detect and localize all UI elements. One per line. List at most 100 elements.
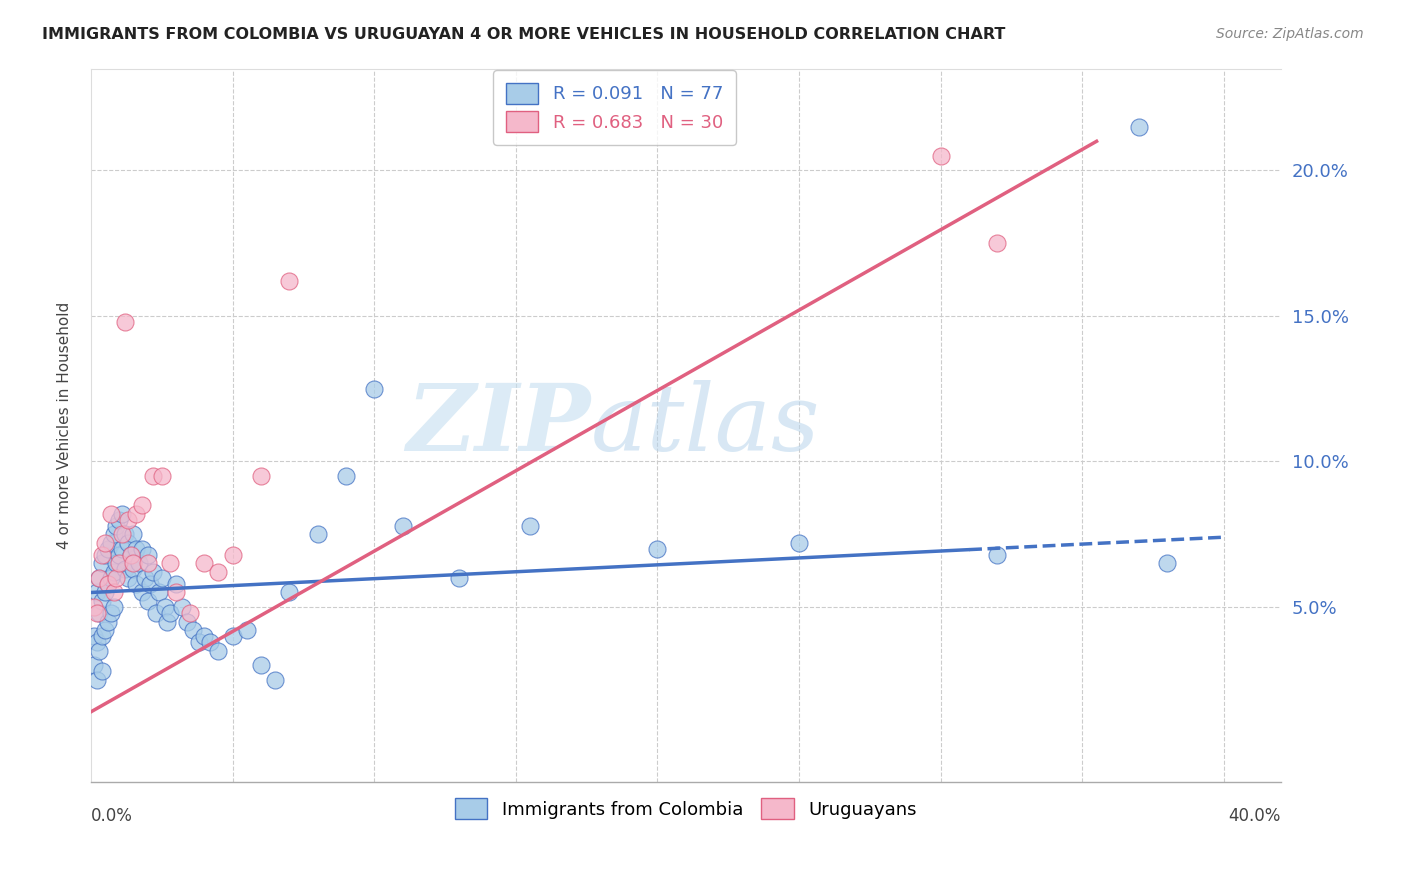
Point: [91, 548, 114, 562]
Point: [221, 548, 243, 562]
Point: [139, 576, 162, 591]
Point: [335, 469, 357, 483]
Point: [89, 606, 111, 620]
Point: [100, 606, 122, 620]
Point: [122, 527, 145, 541]
Point: [207, 643, 229, 657]
Point: [156, 615, 179, 629]
Point: [176, 615, 198, 629]
Point: [117, 536, 139, 550]
Point: [986, 548, 1008, 562]
Point: [83, 658, 105, 673]
Point: [136, 557, 159, 571]
Text: atlas: atlas: [591, 380, 820, 470]
Point: [250, 469, 273, 483]
Point: [122, 562, 145, 576]
Point: [198, 635, 221, 649]
Point: [94, 536, 117, 550]
Point: [986, 236, 1008, 251]
Point: [165, 585, 187, 599]
Point: [89, 571, 111, 585]
Point: [193, 557, 215, 571]
Point: [100, 507, 122, 521]
Point: [103, 565, 125, 579]
Point: [131, 498, 153, 512]
Text: 0.0%: 0.0%: [91, 807, 132, 825]
Legend: R = 0.091   N = 77, R = 0.683   N = 30: R = 0.091 N = 77, R = 0.683 N = 30: [494, 70, 735, 145]
Point: [136, 548, 159, 562]
Point: [134, 571, 156, 585]
Point: [929, 149, 952, 163]
Point: [278, 274, 301, 288]
Point: [111, 541, 134, 556]
Point: [181, 624, 204, 638]
Point: [91, 629, 114, 643]
Point: [136, 594, 159, 608]
Point: [1128, 120, 1150, 134]
Point: [91, 594, 114, 608]
Point: [97, 576, 120, 591]
Point: [159, 606, 181, 620]
Point: [207, 565, 229, 579]
Point: [105, 571, 128, 585]
Point: [100, 536, 122, 550]
Point: [187, 635, 209, 649]
Point: [83, 629, 105, 643]
Point: [150, 469, 173, 483]
Point: [519, 518, 541, 533]
Point: [128, 557, 150, 571]
Point: [83, 600, 105, 615]
Point: [117, 513, 139, 527]
Point: [103, 600, 125, 615]
Point: [89, 643, 111, 657]
Point: [117, 571, 139, 585]
Point: [91, 664, 114, 678]
Point: [125, 576, 148, 591]
Point: [94, 585, 117, 599]
Point: [278, 585, 301, 599]
Point: [86, 673, 108, 687]
Point: [250, 658, 273, 673]
Point: [86, 585, 108, 599]
Point: [86, 635, 108, 649]
Point: [125, 507, 148, 521]
Point: [307, 527, 329, 541]
Text: IMMIGRANTS FROM COLOMBIA VS URUGUAYAN 4 OR MORE VEHICLES IN HOUSEHOLD CORRELATIO: IMMIGRANTS FROM COLOMBIA VS URUGUAYAN 4 …: [42, 27, 1005, 42]
Point: [97, 541, 120, 556]
Point: [131, 541, 153, 556]
Point: [105, 557, 128, 571]
Point: [142, 469, 165, 483]
Point: [150, 571, 173, 585]
Point: [153, 600, 176, 615]
Point: [363, 382, 385, 396]
Text: Source: ZipAtlas.com: Source: ZipAtlas.com: [1216, 27, 1364, 41]
Point: [787, 536, 810, 550]
Point: [170, 600, 193, 615]
Point: [179, 606, 201, 620]
Point: [111, 527, 134, 541]
Point: [125, 541, 148, 556]
Point: [100, 571, 122, 585]
Point: [105, 518, 128, 533]
Point: [94, 624, 117, 638]
Point: [108, 548, 131, 562]
Point: [122, 557, 145, 571]
Point: [86, 606, 108, 620]
Point: [131, 585, 153, 599]
Point: [114, 315, 136, 329]
Point: [108, 513, 131, 527]
Point: [142, 565, 165, 579]
Point: [159, 557, 181, 571]
Point: [165, 576, 187, 591]
Y-axis label: 4 or more Vehicles in Household: 4 or more Vehicles in Household: [58, 301, 72, 549]
Point: [97, 615, 120, 629]
Point: [647, 541, 669, 556]
Point: [97, 576, 120, 591]
Point: [114, 527, 136, 541]
Point: [391, 518, 413, 533]
Text: ZIP: ZIP: [406, 380, 591, 470]
Point: [120, 548, 142, 562]
Point: [91, 557, 114, 571]
Point: [193, 629, 215, 643]
Point: [103, 527, 125, 541]
